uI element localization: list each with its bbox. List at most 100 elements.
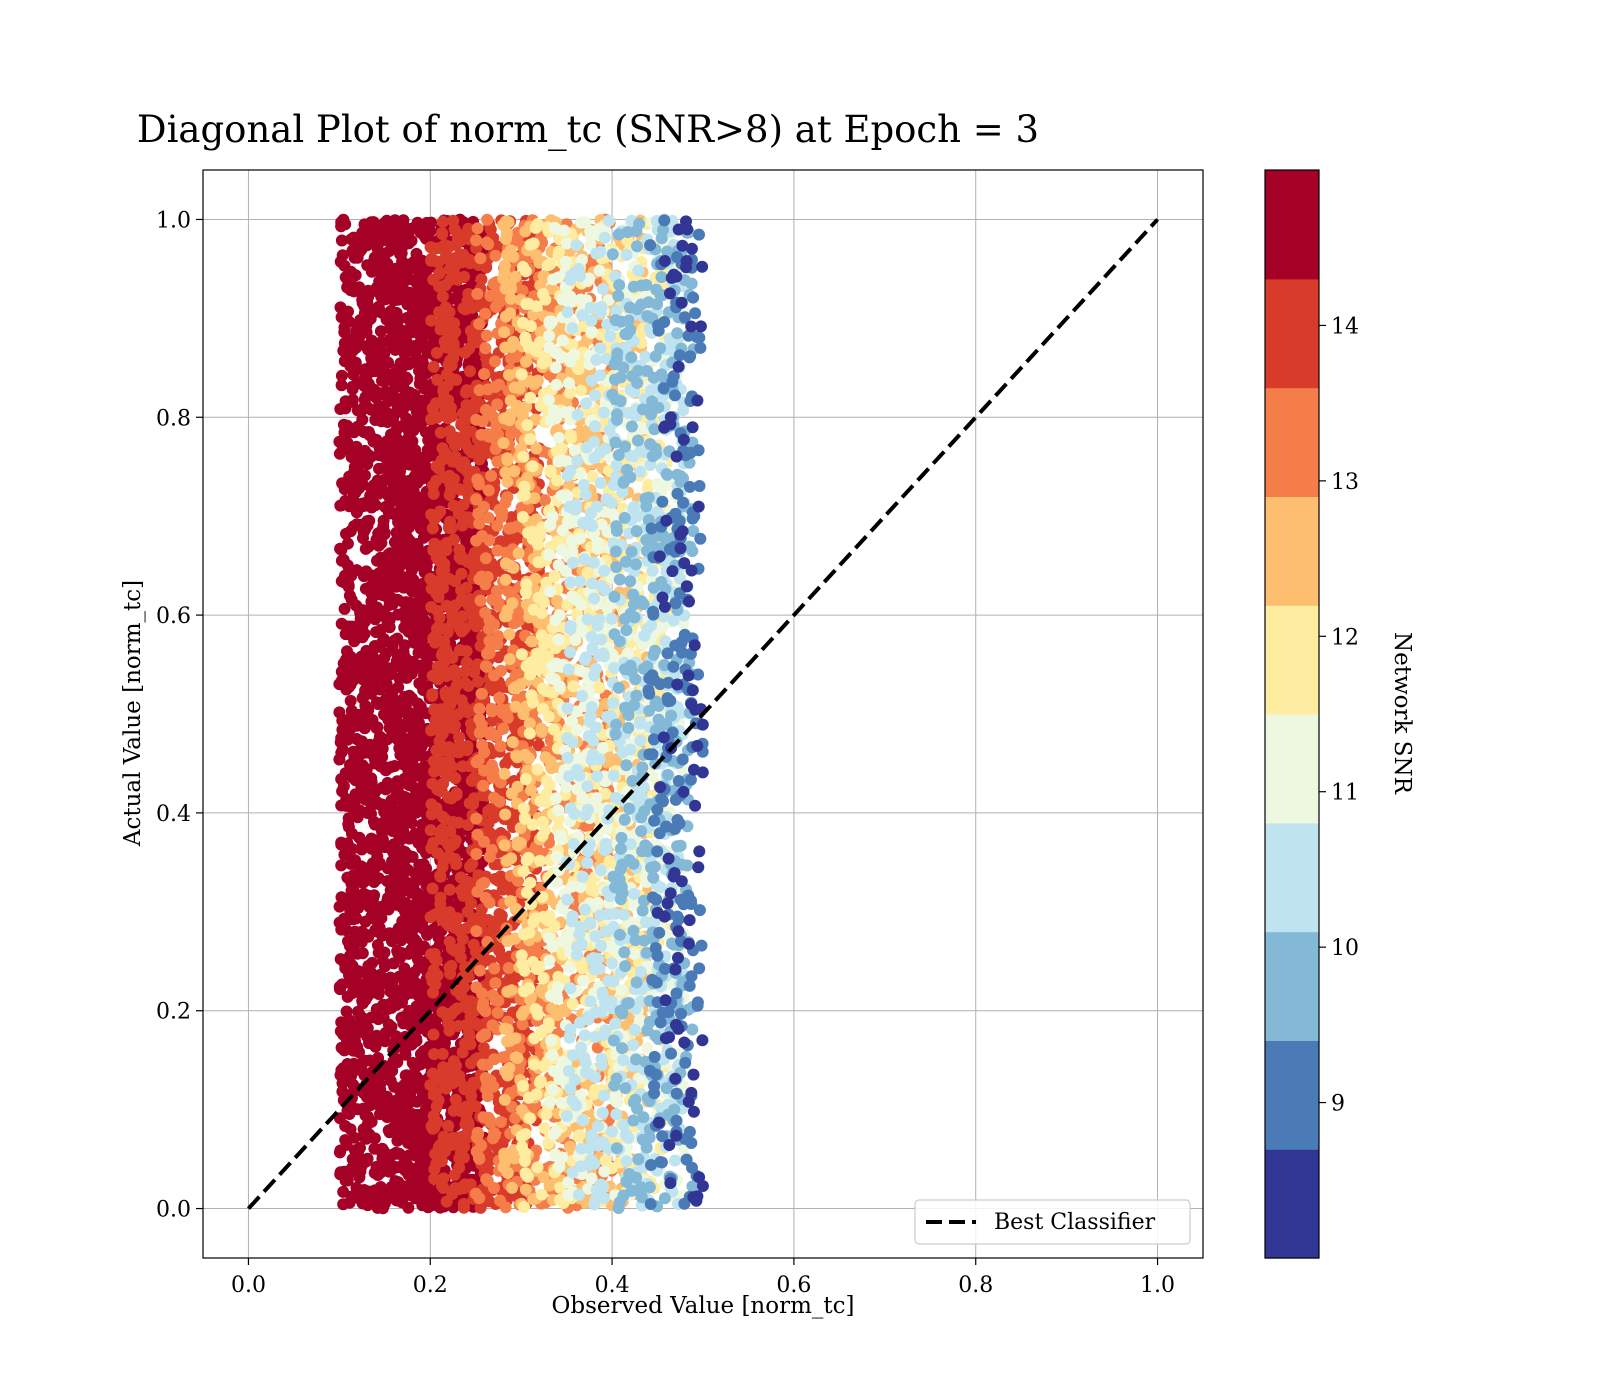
scatter-point — [394, 504, 406, 517]
scatter-point — [434, 891, 447, 904]
scatter-point — [391, 490, 404, 503]
scatter-point — [374, 743, 387, 756]
scatter-point — [448, 223, 461, 236]
scatter-point — [430, 460, 443, 473]
scatter-point — [425, 252, 438, 265]
scatter-point — [436, 1179, 448, 1192]
scatter-point — [335, 732, 348, 745]
scatter-point — [471, 287, 484, 300]
scatter-point — [371, 303, 383, 316]
scatter-point — [425, 970, 438, 983]
scatter-point — [460, 461, 473, 474]
scatter-point — [420, 560, 433, 573]
scatter-point — [349, 788, 362, 801]
scatter-point — [333, 678, 346, 691]
scatter-point — [463, 1030, 476, 1043]
scatter-point — [374, 1100, 387, 1113]
scatter-point — [367, 1087, 380, 1100]
scatter-point — [346, 675, 359, 688]
scatter-point — [412, 1073, 424, 1086]
scatter-point — [353, 337, 365, 350]
scatter-point — [393, 809, 406, 822]
scatter-point — [411, 697, 424, 710]
scatter-point — [362, 377, 375, 390]
scatter-point — [428, 537, 441, 550]
scatter-point — [374, 697, 387, 710]
scatter-point — [427, 755, 440, 768]
scatter-point — [434, 826, 447, 839]
scatter-point — [431, 622, 444, 635]
scatter-point — [352, 654, 364, 667]
scatter-point — [466, 301, 479, 314]
scatter-point — [444, 515, 456, 528]
scatter-point — [335, 836, 348, 849]
scatter-point — [453, 1070, 466, 1082]
scatter-point — [399, 792, 412, 805]
scatter-point — [403, 386, 416, 399]
scatter-point — [427, 1109, 440, 1122]
scatter-point — [367, 815, 380, 828]
scatter-point — [427, 1028, 440, 1041]
scatter-point — [456, 883, 469, 896]
scatter-point — [375, 655, 388, 668]
scatter-point — [360, 718, 373, 731]
scatter-point — [346, 977, 359, 990]
scatter-point — [397, 522, 410, 535]
scatter-point — [335, 234, 348, 247]
scatter-point — [359, 542, 372, 555]
scatter-point — [340, 799, 353, 812]
scatter-point — [491, 1006, 504, 1019]
scatter-point — [393, 1147, 406, 1160]
scatter-point — [447, 533, 460, 546]
scatter-point — [410, 597, 423, 610]
scatter-point — [436, 290, 449, 303]
scatter-point — [370, 1029, 383, 1042]
scatter-point — [379, 1067, 392, 1080]
scatter-point — [382, 557, 395, 570]
scatter-point — [459, 386, 472, 399]
scatter-point — [400, 1108, 413, 1121]
scatter-point — [382, 713, 395, 726]
scatter-point — [334, 1025, 347, 1038]
scatter-point — [398, 621, 411, 634]
scatter-point — [381, 618, 394, 631]
scatter-point — [405, 886, 418, 899]
scatter-point — [394, 455, 407, 467]
scatter-point — [361, 990, 374, 1003]
scatter-point — [435, 1155, 448, 1167]
scatter-point — [336, 978, 349, 991]
scatter-point — [375, 480, 388, 493]
scatter-point — [354, 1164, 367, 1176]
scatter-point — [346, 380, 359, 393]
scatter-point — [407, 485, 420, 498]
scatter-point — [399, 1180, 412, 1193]
scatter-point — [356, 293, 369, 306]
scatter-point — [448, 1055, 460, 1068]
scatter-point — [415, 659, 428, 672]
scatter-point — [450, 431, 463, 444]
scatter-point — [390, 655, 403, 668]
scatter-point — [400, 336, 413, 349]
scatter-point — [375, 1145, 388, 1158]
scatter-point — [425, 808, 438, 821]
scatter-point — [399, 671, 412, 684]
scatter-point — [435, 649, 448, 662]
scatter-point — [431, 411, 444, 424]
scatter-point — [409, 1061, 422, 1074]
scatter-point — [335, 617, 348, 630]
scatter-point — [417, 531, 430, 544]
scatter-point — [455, 553, 468, 565]
scatter-point — [397, 929, 409, 942]
scatter-point — [334, 301, 347, 314]
scatter-point — [358, 604, 370, 617]
scatter-point — [347, 231, 360, 244]
scatter-point — [400, 265, 413, 278]
scatter-point — [470, 848, 483, 860]
scatter-point — [377, 271, 390, 284]
scatter-point — [368, 869, 381, 882]
scatter-point — [445, 719, 458, 732]
scatter-point — [462, 599, 475, 612]
scatter-point — [339, 1134, 352, 1147]
scatter-point — [364, 966, 377, 979]
scatter-point — [344, 1123, 357, 1136]
